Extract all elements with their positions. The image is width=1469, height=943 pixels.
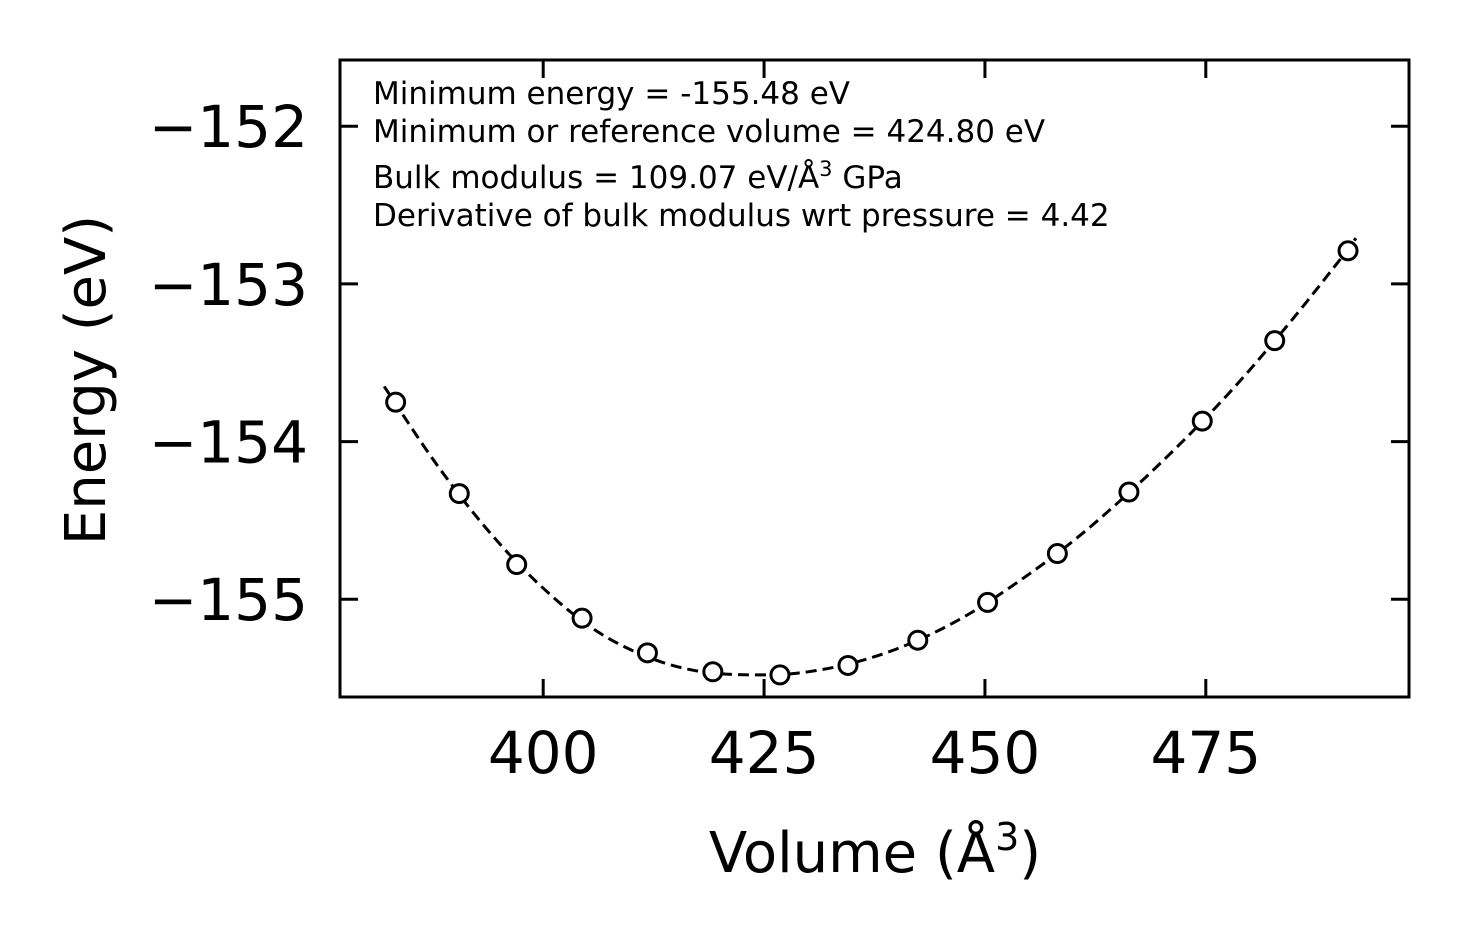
annotation-bulk-derivative: Derivative of bulk modulus wrt pressure … <box>373 198 1110 234</box>
x-tick-label: 425 <box>709 719 820 787</box>
annotation-min-volume: Minimum or reference volume = 424.80 eV <box>373 114 1045 150</box>
plot-frame <box>338 58 1411 699</box>
data-points <box>385 240 1359 686</box>
fit-curve <box>382 237 1358 677</box>
y-tick-label: −154 <box>149 409 308 477</box>
data-point <box>1118 481 1140 503</box>
x-tick-label: 400 <box>488 719 599 787</box>
y-tick-labels: −152 −153 −154 −155 <box>149 93 308 634</box>
data-point <box>837 654 859 676</box>
x-tick-labels: 400 425 450 475 <box>488 719 1261 787</box>
y-axis-title: Energy (eV) <box>54 215 119 545</box>
data-point <box>907 629 929 651</box>
data-point <box>1191 410 1213 432</box>
axis-ticks <box>340 60 1409 697</box>
data-point <box>571 607 593 629</box>
data-point <box>636 642 658 664</box>
data-point <box>769 664 791 686</box>
data-point <box>1264 330 1286 352</box>
data-point <box>506 554 528 576</box>
x-tick-label: 450 <box>930 719 1041 787</box>
x-axis-title: Volume (Å3) <box>709 815 1041 886</box>
y-tick-label: −152 <box>149 93 308 161</box>
annotation-min-energy: Minimum energy = -155.48 eV <box>373 76 850 112</box>
data-point <box>977 591 999 613</box>
data-point <box>702 661 724 683</box>
x-tick-label: 475 <box>1150 719 1261 787</box>
fit-annotations: Minimum energy = -155.48 eV Minimum or r… <box>373 76 1110 234</box>
y-tick-label: −153 <box>149 251 308 319</box>
data-point <box>1046 543 1068 565</box>
y-tick-label: −155 <box>149 566 308 634</box>
data-point <box>1337 240 1359 262</box>
annotation-bulk-modulus: Bulk modulus = 109.07 eV/Å3 GPa <box>373 157 903 196</box>
data-point <box>385 391 407 413</box>
data-point <box>448 483 470 505</box>
